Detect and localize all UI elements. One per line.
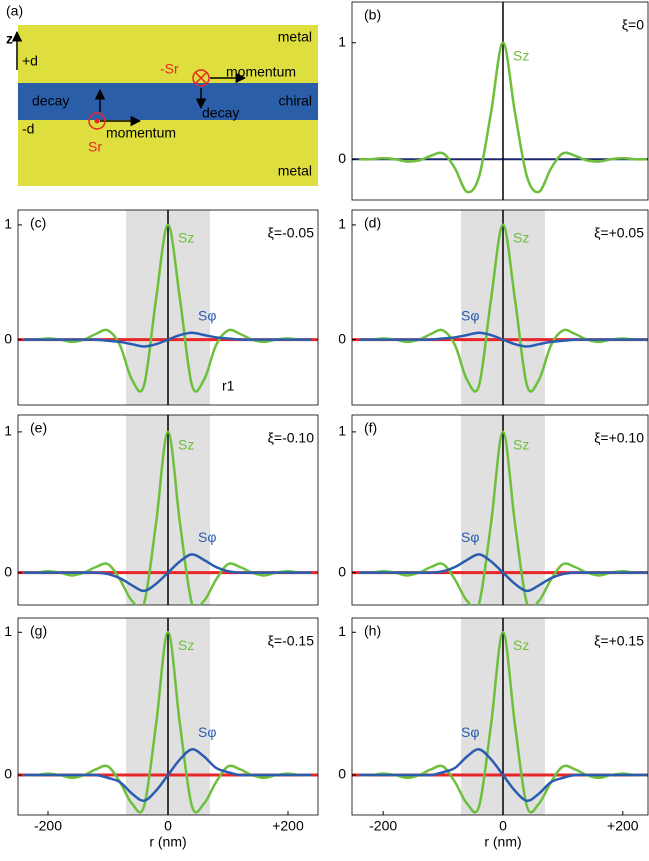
x-tick-label: -200 xyxy=(34,818,62,834)
xi-label: ξ=+0.10 xyxy=(594,430,644,446)
axis-label: z xyxy=(6,31,13,47)
curve xyxy=(23,430,313,605)
frame xyxy=(351,1,649,201)
panel-label: (b) xyxy=(364,7,381,23)
xi-label: ξ=-0.10 xyxy=(268,430,315,446)
xi-label: ξ=-0.15 xyxy=(268,633,315,649)
series-label: Sφ xyxy=(198,529,216,545)
series-label: Sz xyxy=(513,637,529,653)
source-dot xyxy=(88,112,106,130)
y-tick-label: 0 xyxy=(338,330,346,346)
y-tick-label: 1 xyxy=(338,33,346,49)
diagram: (a) z +d -d metal metal chiral decay mom… xyxy=(6,3,318,186)
decay-label: decay xyxy=(32,93,69,109)
curve xyxy=(359,430,647,605)
series-label: Sφ xyxy=(461,529,479,545)
xi-label: ξ=+0.05 xyxy=(594,225,644,241)
x-tick-label: +200 xyxy=(607,818,639,834)
xi-label: ξ=-0.05 xyxy=(268,225,315,241)
y-tick-label: 1 xyxy=(4,216,12,232)
annotation: r1 xyxy=(222,378,235,394)
panel-label: (c) xyxy=(30,215,46,231)
xi-label: ξ=+0.15 xyxy=(594,633,644,649)
curve xyxy=(359,553,647,593)
momentum-label: momentum xyxy=(106,125,176,141)
source-dot xyxy=(94,118,100,124)
frame xyxy=(351,209,649,406)
curve xyxy=(359,41,647,194)
panel-label: (d) xyxy=(364,215,381,231)
x-tick-label: -200 xyxy=(369,818,397,834)
s-label: -Sr xyxy=(160,61,179,77)
series-label: Sφ xyxy=(198,307,216,323)
chiral-region xyxy=(18,83,318,120)
y-tick-label: 1 xyxy=(338,216,346,232)
y-tick-label: 0 xyxy=(338,766,346,782)
source-cross xyxy=(192,69,210,87)
chiral-label: chiral xyxy=(279,93,312,109)
y-tick-label: 1 xyxy=(4,623,12,639)
momentum-label: momentum xyxy=(226,64,296,80)
series-label: Sz xyxy=(513,437,529,453)
curve xyxy=(24,553,312,593)
y-tick-label: 0 xyxy=(338,563,346,579)
series-label: Sz xyxy=(178,637,194,653)
panel-label: (f) xyxy=(364,420,377,436)
curve xyxy=(23,631,313,814)
xi-label: ξ=0 xyxy=(622,17,644,33)
y-tick-label: 1 xyxy=(338,423,346,439)
frame xyxy=(351,414,649,606)
curve xyxy=(24,331,312,348)
x-axis-label: r (nm) xyxy=(484,834,521,850)
x-tick-label: +200 xyxy=(272,818,304,834)
x-axis-label: r (nm) xyxy=(149,834,186,850)
curve xyxy=(359,631,647,814)
series-label: Sz xyxy=(513,230,529,246)
curve xyxy=(359,748,647,802)
x-tick-label: 0 xyxy=(164,818,172,834)
metal-label: metal xyxy=(278,29,312,45)
metal-label: metal xyxy=(278,163,312,179)
series-label: Sz xyxy=(178,437,194,453)
series-label: Sφ xyxy=(461,307,479,323)
source-cross xyxy=(194,71,208,85)
panel-label: (h) xyxy=(364,623,381,639)
y-tick-label: 0 xyxy=(4,766,12,782)
series-label: Sφ xyxy=(461,724,479,740)
s-label: Sr xyxy=(88,139,102,155)
curve xyxy=(24,748,312,802)
bottom-label: -d xyxy=(22,121,34,137)
panel-label: (g) xyxy=(30,623,47,639)
panel-label: (a) xyxy=(6,3,23,19)
curve xyxy=(359,331,647,348)
frame xyxy=(351,617,649,816)
curve xyxy=(359,223,647,393)
panel-label: (e) xyxy=(30,420,47,436)
series-label: Sφ xyxy=(198,724,216,740)
top-label: +d xyxy=(22,53,38,69)
y-tick-label: 0 xyxy=(338,150,346,166)
frame xyxy=(17,414,319,606)
decay-label: decay xyxy=(202,105,239,121)
y-tick-label: 1 xyxy=(338,623,346,639)
curve xyxy=(23,223,313,393)
series-label: Sz xyxy=(178,230,194,246)
frame xyxy=(17,209,319,406)
y-tick-label: 1 xyxy=(4,423,12,439)
x-tick-label: 0 xyxy=(499,818,507,834)
series-label: Sz xyxy=(513,47,529,63)
y-tick-label: 0 xyxy=(4,563,12,579)
y-tick-label: 0 xyxy=(4,330,12,346)
